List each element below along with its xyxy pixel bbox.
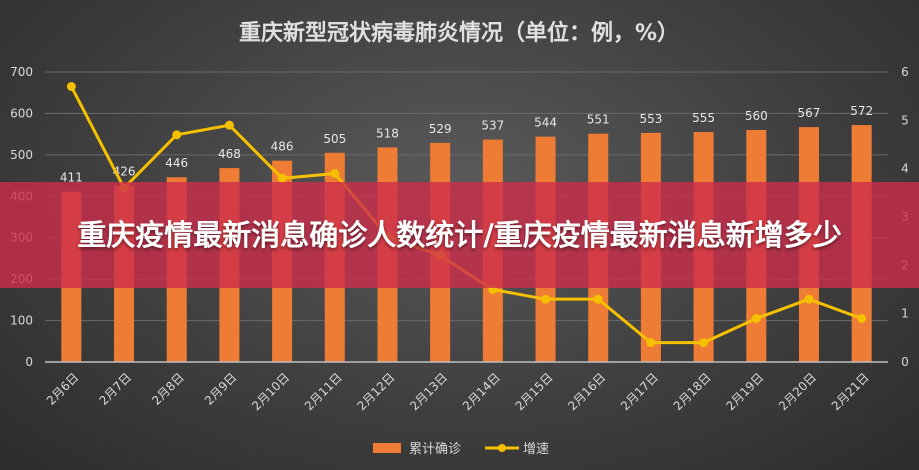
x-tick-label: 2月8日 — [149, 370, 187, 408]
bar-value-label: 529 — [429, 122, 452, 136]
legend-line-marker — [498, 444, 506, 452]
y-tick-label: 0 — [25, 355, 33, 369]
bar-value-label: 544 — [534, 116, 557, 130]
x-tick-label: 2月18日 — [671, 370, 714, 413]
y-tick-label: 500 — [10, 148, 33, 162]
x-tick-label: 2月17日 — [618, 370, 661, 413]
y2-tick-label: 4 — [901, 162, 909, 176]
y-tick-label: 600 — [10, 106, 33, 120]
y2-tick-label: 6 — [901, 65, 909, 79]
x-tick-label: 2月19日 — [723, 370, 766, 413]
line-point — [646, 338, 656, 348]
legend-bar-swatch — [373, 443, 401, 453]
line-point — [277, 173, 287, 183]
y-tick-label: 100 — [10, 314, 33, 328]
bar-value-label: 468 — [218, 147, 241, 161]
x-tick-label: 2月12日 — [355, 370, 398, 413]
bar-value-label: 572 — [850, 104, 873, 118]
x-tick-label: 2月11日 — [302, 370, 345, 413]
x-tick-label: 2月9日 — [202, 370, 240, 408]
bar-value-label: 486 — [271, 140, 294, 154]
y2-tick-label: 5 — [901, 113, 909, 127]
bar-value-label: 505 — [323, 132, 346, 146]
y2-tick-label: 1 — [901, 307, 909, 321]
line-point — [330, 169, 340, 178]
bar-value-label: 518 — [376, 126, 399, 140]
y2-tick-label: 0 — [901, 355, 909, 369]
legend-line-label: 增速 — [523, 442, 549, 457]
x-tick-label: 2月21日 — [829, 370, 872, 413]
x-tick-label: 2月14日 — [460, 370, 503, 413]
legend-bar-label: 累计确诊 — [409, 442, 461, 457]
line-point — [857, 314, 867, 323]
bar-value-label: 551 — [587, 113, 610, 127]
x-tick-label: 2月13日 — [407, 370, 450, 413]
bar-value-label: 560 — [745, 109, 768, 123]
x-tick-label: 2月6日 — [44, 370, 82, 408]
line-point — [804, 294, 814, 304]
x-tick-label: 2月20日 — [776, 370, 819, 413]
bar-value-label: 555 — [692, 111, 715, 125]
x-tick-label: 2月10日 — [249, 370, 292, 413]
line-point — [66, 82, 76, 91]
bar-value-label: 567 — [798, 106, 821, 120]
legend: 累计确诊 增速 — [373, 442, 549, 457]
y-tick-label: 700 — [10, 65, 33, 79]
bar-value-label: 553 — [639, 112, 662, 126]
line-point — [593, 294, 603, 304]
x-tick-label: 2月15日 — [513, 370, 556, 413]
line-point — [224, 120, 234, 130]
headline-text: 重庆疫情最新消息确诊人数统计/重庆疫情最新消息新增多少 — [77, 218, 842, 252]
bar-value-label: 537 — [481, 119, 504, 133]
line-point — [172, 130, 182, 140]
x-tick-label: 2月16日 — [565, 370, 608, 413]
x-axis: 2月6日 2月7日 2月8日 2月9日 2月10日 2月11日 2月12日 2月13日 2月14… — [44, 361, 888, 413]
bar-value-label: 411 — [60, 171, 83, 185]
x-tick-label: 2月7日 — [96, 370, 134, 408]
line-point — [751, 314, 761, 323]
bar-value-label: 446 — [165, 156, 188, 170]
line-point — [699, 338, 709, 348]
headline-banner: 重庆疫情最新消息确诊人数统计/重庆疫情最新消息新增多少 — [0, 182, 919, 288]
chart-title: 重庆新型冠状病毒肺炎情况（单位：例，%） — [239, 20, 679, 46]
line-point — [541, 294, 551, 304]
